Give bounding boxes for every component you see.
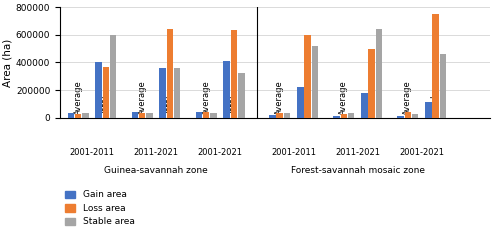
Bar xyxy=(139,113,145,118)
Bar xyxy=(398,116,404,118)
Bar xyxy=(82,113,88,118)
Bar xyxy=(312,46,318,118)
Bar xyxy=(376,29,382,118)
Bar xyxy=(348,113,354,118)
Text: 2001-2021: 2001-2021 xyxy=(400,148,444,158)
Bar xyxy=(68,113,74,118)
Text: Forest-savannah mosaic zone: Forest-savannah mosaic zone xyxy=(290,166,424,175)
Text: Guinea-savannah zone: Guinea-savannah zone xyxy=(104,166,208,175)
Bar xyxy=(196,112,202,118)
Bar xyxy=(297,87,304,118)
Bar xyxy=(230,30,237,118)
Bar xyxy=(440,53,446,118)
Bar xyxy=(284,113,290,118)
Bar xyxy=(276,113,283,118)
Bar xyxy=(368,49,375,118)
Legend: Gain area, Loss area, Stable area: Gain area, Loss area, Stable area xyxy=(64,190,134,226)
Text: 2001-2011: 2001-2011 xyxy=(70,148,114,158)
Bar xyxy=(210,113,216,118)
Text: 2011-2021: 2011-2021 xyxy=(335,148,380,158)
Bar xyxy=(75,114,82,118)
Text: 2001-2021: 2001-2021 xyxy=(198,148,242,158)
Bar xyxy=(102,67,109,118)
Bar xyxy=(146,113,152,118)
Bar xyxy=(96,62,102,118)
Bar xyxy=(412,114,418,118)
Bar xyxy=(110,35,116,118)
Bar xyxy=(224,61,230,118)
Bar xyxy=(304,35,311,118)
Bar xyxy=(340,114,347,118)
Y-axis label: Area (ha): Area (ha) xyxy=(3,38,13,86)
Bar xyxy=(270,115,276,118)
Bar xyxy=(174,68,180,118)
Text: 2001-2011: 2001-2011 xyxy=(271,148,316,158)
Bar xyxy=(425,102,432,118)
Bar xyxy=(238,73,244,118)
Bar xyxy=(361,94,368,118)
Bar xyxy=(432,14,439,118)
Text: 2011-2021: 2011-2021 xyxy=(134,148,178,158)
Bar xyxy=(334,116,340,118)
Bar xyxy=(203,112,209,118)
Bar xyxy=(132,112,138,118)
Bar xyxy=(160,68,166,118)
Bar xyxy=(404,112,411,118)
Bar xyxy=(166,29,173,118)
